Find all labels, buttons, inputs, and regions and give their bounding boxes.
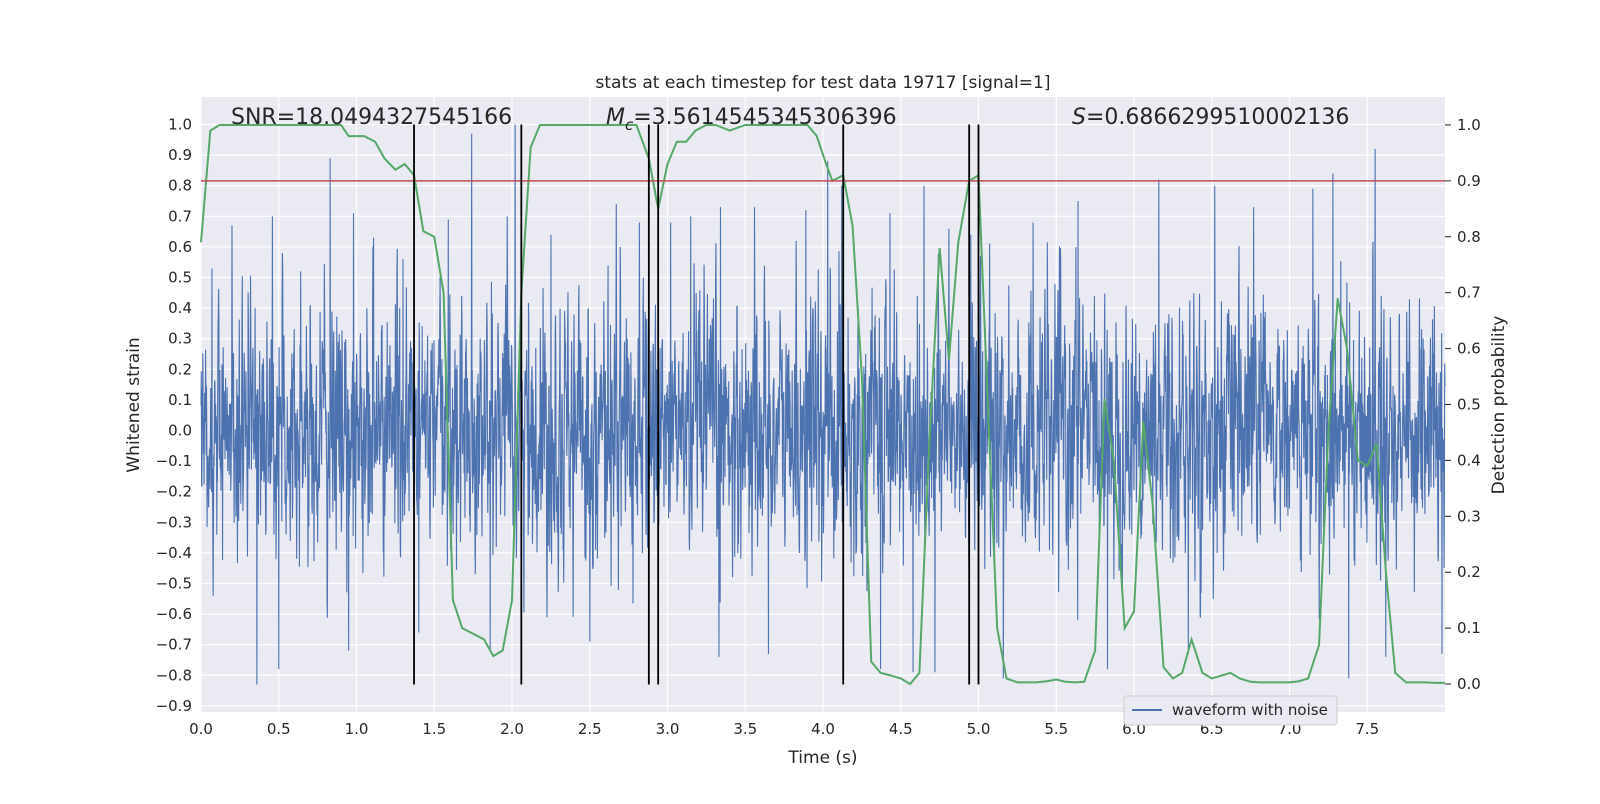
y-tick-label: −0.9 — [156, 697, 192, 715]
y-right-tick-label: 0.0 — [1457, 675, 1481, 693]
y-tick-label: −0.8 — [156, 666, 192, 684]
y-tick-label: 0.8 — [168, 177, 192, 195]
x-axis-ticks: 0.0 0.5 1.0 1.5 2.0 2.5 3.0 3.5 4.0 4.5 5.0 5.5 6.0 6… — [189, 720, 1379, 738]
y-right-tick-label: 1.0 — [1457, 116, 1481, 134]
x-axis-label: Time (s) — [787, 748, 857, 768]
y-right-axis-label: Detection probability — [1489, 316, 1509, 495]
waveform-series — [200, 124, 1446, 685]
y-tick-label: 0.9 — [168, 146, 192, 164]
x-tick-label: 1.0 — [345, 720, 369, 738]
y-axis-ticks: −0.9 −0.8 −0.7 −0.6 −0.5 −0.4 −0.3 −0.2 −0.1 0.0 0… — [156, 116, 192, 715]
y-tick-label: −0.3 — [156, 513, 192, 531]
x-tick-label: 0.5 — [267, 720, 291, 738]
y-right-tick-label: 0.2 — [1457, 563, 1481, 581]
x-tick-label: 7.5 — [1355, 720, 1379, 738]
y-tick-label: 0.0 — [168, 422, 192, 440]
x-tick-label: 5.0 — [967, 720, 991, 738]
x-tick-label: 4.0 — [811, 720, 835, 738]
y-tick-label: −0.7 — [156, 636, 192, 654]
probability-line — [200, 123, 1445, 686]
y-tick-label: 1.0 — [168, 116, 192, 134]
probability-series — [200, 123, 1445, 686]
y-right-tick-label: 0.8 — [1457, 228, 1481, 246]
y-tick-label: −0.6 — [156, 605, 192, 623]
y-tick-label: 0.5 — [168, 269, 192, 287]
y-tick-label: 0.7 — [168, 207, 192, 225]
legend-box — [1123, 695, 1338, 726]
y-right-tick-label: 0.3 — [1457, 507, 1481, 525]
x-tick-label: 3.5 — [733, 720, 757, 738]
x-tick-label: 4.5 — [889, 720, 913, 738]
y-right-tick-label: 0.6 — [1457, 340, 1481, 358]
y-right-tick-label: 0.7 — [1457, 284, 1481, 302]
y-right-tick-label: 0.4 — [1457, 451, 1481, 469]
y-tick-label: 0.3 — [168, 330, 192, 348]
y-right-tick-label: 0.5 — [1457, 396, 1481, 414]
y-tick-label: −0.5 — [156, 574, 192, 592]
y-right-tick-label: 0.9 — [1457, 172, 1481, 190]
y-tick-label: 0.2 — [168, 360, 192, 378]
snr-annotation: SNR=18.0494327545166 — [231, 105, 512, 130]
s-annotation: S=0.6866299510002136 — [1072, 105, 1349, 130]
legend: waveform with noise — [1123, 695, 1338, 726]
chirp-mass-subscript: c — [625, 116, 634, 134]
chirp-mass-symbol: M — [606, 105, 625, 130]
x-tick-label: 2.5 — [578, 720, 602, 738]
y-right-tick-label: 0.1 — [1457, 619, 1481, 637]
x-tick-label: 0.0 — [189, 720, 213, 738]
s-symbol: S — [1072, 105, 1086, 130]
legend-label-waveform: waveform with noise — [1172, 701, 1328, 719]
waveform-line — [200, 124, 1446, 685]
s-value: =0.6866299510002136 — [1086, 105, 1349, 130]
y-tick-label: 0.4 — [168, 299, 192, 317]
y-tick-label: 0.6 — [168, 238, 192, 256]
vertical-markers — [413, 124, 980, 685]
x-tick-label: 2.0 — [500, 720, 524, 738]
x-tick-label: 3.0 — [656, 720, 680, 738]
y-tick-label: −0.1 — [156, 452, 192, 470]
y-right-axis-ticks: 0.0 0.1 0.2 0.3 0.4 0.5 0.6 0.7 0.8 0.9 1.0 — [1445, 116, 1481, 693]
chirp-mass-annotation: Mc=3.5614545345306396 — [606, 105, 897, 134]
chirp-mass-value: =3.5614545345306396 — [633, 105, 896, 130]
y-tick-label: 0.1 — [168, 391, 192, 409]
y-tick-label: −0.2 — [156, 483, 192, 501]
y-axis-label: Whitened strain — [124, 337, 144, 472]
x-tick-label: 5.5 — [1044, 720, 1068, 738]
chart-title: stats at each timestep for test data 197… — [596, 73, 1051, 93]
x-tick-label: 1.5 — [422, 720, 446, 738]
y-tick-label: −0.4 — [156, 544, 192, 562]
